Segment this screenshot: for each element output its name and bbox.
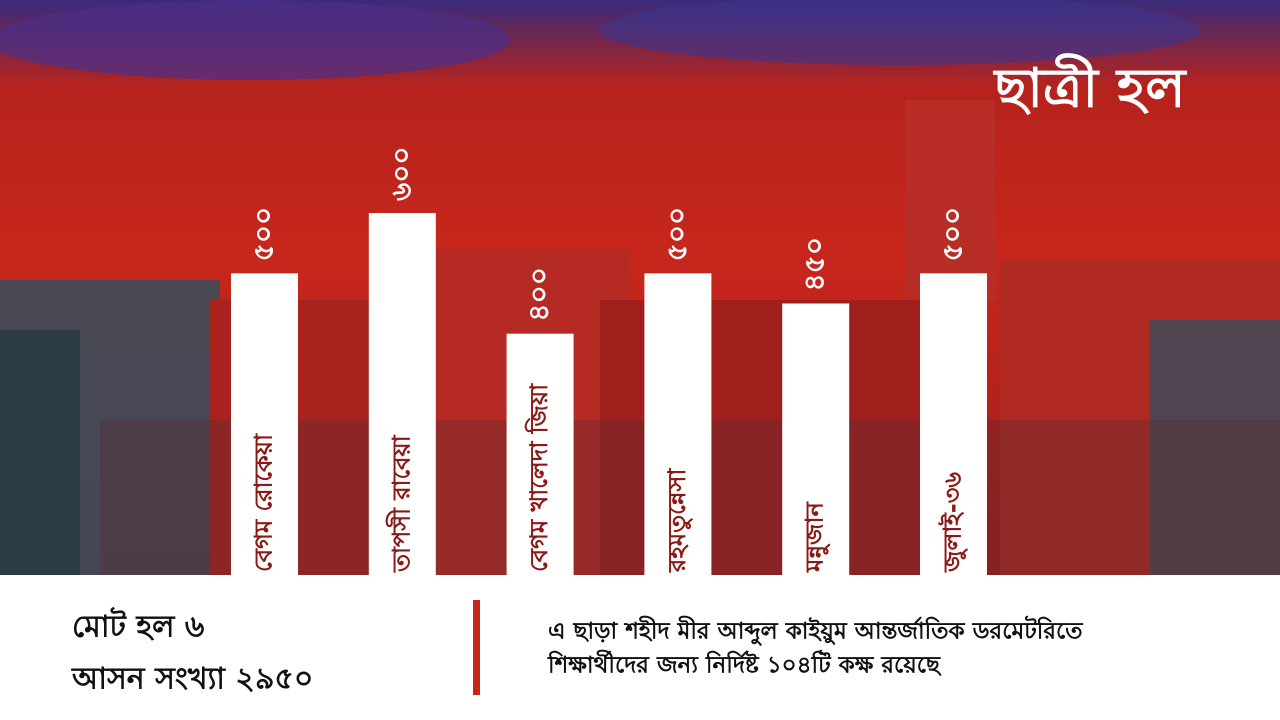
category-label: মন্নুজান <box>801 501 831 573</box>
note-line: শিক্ষার্থীদের জন্য নির্দিষ্ট ১০৪টি কক্ষ … <box>547 650 942 679</box>
value-label: ৪০০ <box>522 267 555 322</box>
category-label: তাপসী রাবেয়া <box>385 434 415 573</box>
category-label: রহমতুন্নেসা <box>663 468 693 573</box>
footer-panel <box>0 575 1280 720</box>
value-label: ৫০০ <box>247 207 280 262</box>
summary-line: আসন সংখ্যা ২৯৫০ <box>71 662 313 697</box>
note-line: এ ছাড়া শহীদ মীর আব্দুল কাইয়ুম আন্তর্জা… <box>548 616 1083 647</box>
value-label: ৫০০ <box>660 207 693 262</box>
bar <box>920 273 987 575</box>
value-label: ৪৫০ <box>798 237 831 292</box>
value-label: ৬০০ <box>384 146 417 201</box>
bar <box>368 213 436 575</box>
bar <box>506 333 574 575</box>
category-label: জুলাই-৩৬ <box>938 472 969 573</box>
bar <box>782 303 850 575</box>
summary-line: মোট হল ৬ <box>72 607 205 645</box>
value-label: ৫০০ <box>936 207 969 262</box>
bar <box>231 273 298 575</box>
category-label: বেগম খালেদা জিয়া <box>524 383 553 572</box>
divider <box>473 600 480 695</box>
chart-title: ছাত্রী হল <box>993 54 1188 120</box>
category-label: বেগম রোকেয়া <box>250 433 278 572</box>
bar <box>644 273 712 575</box>
